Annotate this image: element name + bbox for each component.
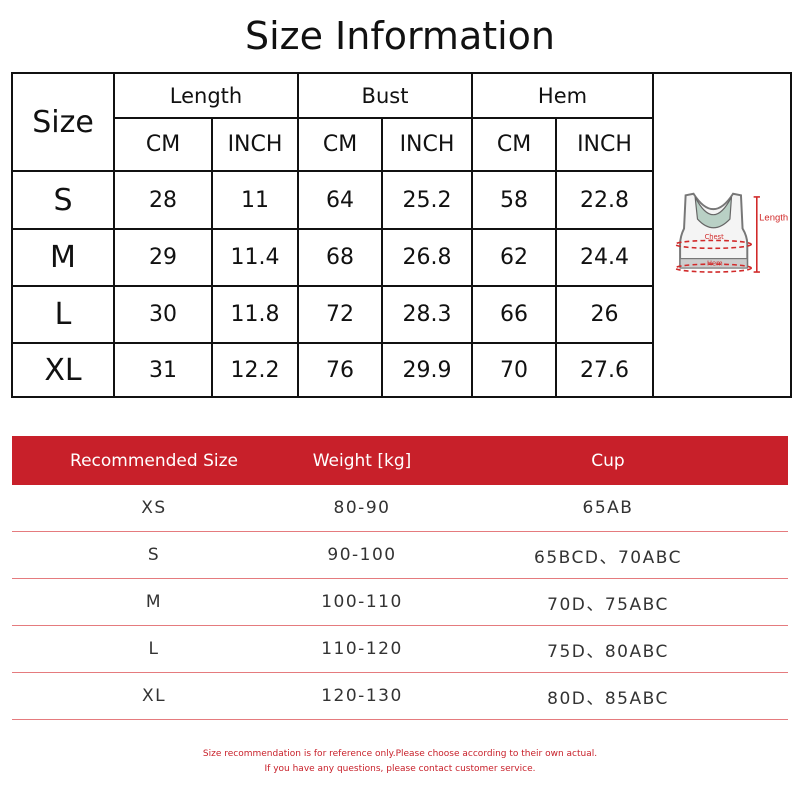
size-cell: M	[11, 228, 115, 287]
cup-cell: 80D、85ABC	[547, 688, 669, 709]
length-header: Length	[113, 72, 299, 119]
size-cell: L	[11, 285, 115, 344]
size-cell: XL	[141, 686, 167, 706]
unit-inch: INCH	[381, 117, 473, 172]
value-cell: 29	[113, 228, 213, 287]
table-row: M 29 11.4 68 26.8 62 24.4	[11, 228, 791, 287]
value-cell: 26.8	[381, 228, 473, 287]
recommended-table-header: Recommended Size Weight [kg] Cup	[12, 436, 788, 485]
value-cell: 11.8	[211, 285, 299, 344]
bust-header: Bust	[297, 72, 473, 119]
value-cell: 68	[297, 228, 383, 287]
value-cell: 25.2	[381, 170, 473, 230]
value-cell: 72	[297, 285, 383, 344]
table-row: L 110-120 75D、80ABC	[12, 626, 788, 673]
weight-cell: 80-90	[333, 498, 391, 518]
table-row: M 100-110 70D、75ABC	[12, 579, 788, 626]
table-row: XL 31 12.2 76 29.9 70 27.6	[11, 342, 791, 398]
size-cell: XL	[11, 342, 115, 398]
value-cell: 76	[297, 342, 383, 398]
value-cell: 28.3	[381, 285, 473, 344]
value-cell: 11	[211, 170, 299, 230]
size-cell: XS	[141, 498, 167, 518]
header-recommended-size: Recommended Size	[70, 450, 238, 471]
unit-inch: INCH	[211, 117, 299, 172]
value-cell: 11.4	[211, 228, 299, 287]
value-cell: 28	[113, 170, 213, 230]
size-cell: M	[145, 592, 163, 612]
unit-inch: INCH	[555, 117, 654, 172]
value-cell: 12.2	[211, 342, 299, 398]
unit-cm: CM	[113, 117, 213, 172]
size-table: Size Length Bust Hem Length Chest Hem CM…	[11, 72, 792, 398]
value-cell: 24.4	[555, 228, 654, 287]
size-cell: S	[11, 170, 115, 230]
cup-cell: 65AB	[582, 498, 634, 518]
weight-cell: 100-110	[321, 592, 403, 612]
unit-cm: CM	[471, 117, 557, 172]
footnote-reference: Size recommendation is for reference onl…	[202, 749, 598, 759]
size-cell: S	[147, 545, 161, 565]
value-cell: 26	[555, 285, 654, 344]
cup-cell: 75D、80ABC	[547, 641, 669, 662]
value-cell: 64	[297, 170, 383, 230]
length-label: Length	[759, 212, 788, 223]
value-cell: 31	[113, 342, 213, 398]
weight-cell: 120-130	[321, 686, 403, 706]
value-cell: 58	[471, 170, 557, 230]
value-cell: 27.6	[555, 342, 654, 398]
header-weight: Weight [kg]	[312, 450, 412, 471]
recommended-size-table: Recommended Size Weight [kg] Cup XS 80-9…	[12, 436, 788, 720]
header-cup: Cup	[591, 450, 625, 471]
size-cell: L	[148, 639, 160, 659]
weight-cell: 110-120	[321, 639, 403, 659]
table-row: XL 120-130 80D、85ABC	[12, 673, 788, 720]
value-cell: 30	[113, 285, 213, 344]
garment-diagram-cell: Length Chest Hem	[652, 72, 792, 398]
table-row: S 90-100 65BCD、70ABC	[12, 532, 788, 579]
page-title: Size Information	[244, 14, 556, 58]
chest-label: Chest	[705, 232, 725, 240]
value-cell: 62	[471, 228, 557, 287]
cup-cell: 70D、75ABC	[547, 594, 669, 615]
sports-bra-diagram-image: Length Chest Hem	[674, 192, 788, 273]
cup-cell: 65BCD、70ABC	[534, 547, 682, 568]
table-row: L 30 11.8 72 28.3 66 26	[11, 285, 791, 344]
table-row: XS 80-90 65AB	[12, 485, 788, 532]
hem-header: Hem	[471, 72, 654, 119]
table-row: S 28 11 64 25.2 58 22.8	[11, 170, 791, 230]
footnote-contact: If you have any questions, please contac…	[264, 764, 536, 774]
value-cell: 70	[471, 342, 557, 398]
unit-cm: CM	[297, 117, 383, 172]
size-header: Size	[11, 72, 115, 172]
value-cell: 22.8	[555, 170, 654, 230]
hem-label: Hem	[707, 259, 723, 267]
value-cell: 29.9	[381, 342, 473, 398]
value-cell: 66	[471, 285, 557, 344]
weight-cell: 90-100	[327, 545, 397, 565]
